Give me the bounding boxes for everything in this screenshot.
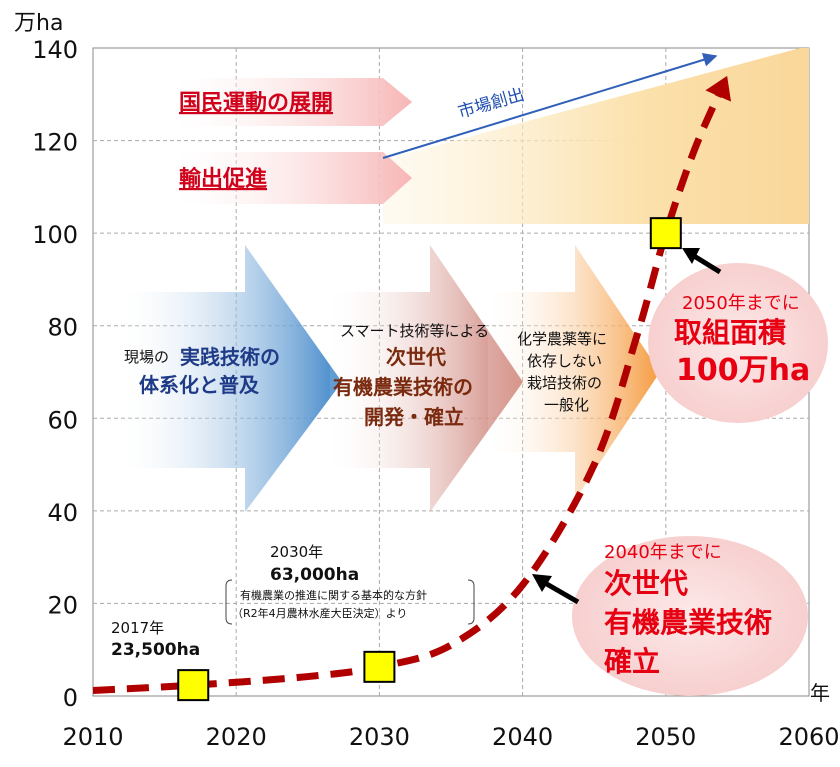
label-2050-title: 取組面積 — [674, 316, 786, 349]
callout-2040-bubble — [572, 536, 808, 696]
y-tick-label: 80 — [47, 314, 78, 342]
label-2050-target: 100万ha — [676, 353, 810, 388]
series-arrowhead — [705, 75, 732, 102]
y-tick-label: 100 — [32, 221, 78, 249]
market-arrow-line — [382, 52, 718, 159]
arrow3-line2: 依存しない — [527, 352, 602, 370]
y-tick-label: 60 — [47, 406, 78, 434]
label-2040-line4: 確立 — [604, 645, 660, 678]
label-2040-line2: 次世代 — [604, 567, 688, 600]
y-tick-label: 0 — [63, 684, 78, 712]
arrow1-highlight2: 体系化と普及 — [139, 373, 260, 397]
pointer-arrow-2050 — [682, 248, 722, 275]
data-marker — [363, 650, 396, 683]
arrow2-highlight3: 開発・確立 — [364, 405, 464, 429]
arrow1-highlight1: 実践技術の — [180, 345, 280, 369]
label-2030-value: 63,000ha — [270, 565, 359, 585]
callout-2050-bubble — [648, 263, 828, 423]
arrow2-highlight1: 次世代 — [386, 345, 446, 369]
arrow1-prefix: 現場の — [124, 348, 169, 366]
label-2030-note2: （R2年4月農林水産大臣決定）より — [232, 606, 407, 620]
label-2030-year: 2030年 — [270, 543, 323, 561]
x-tick-label: 2020 — [206, 723, 267, 751]
label-2040-deadline: 2040年までに — [604, 542, 722, 563]
x-tick-label: 2030 — [349, 723, 410, 751]
phase-arrow-generalize — [488, 245, 660, 500]
x-tick-label: 2010 — [62, 723, 123, 751]
arrow2-prefix: スマート技術等による — [340, 322, 489, 340]
export-arrow — [175, 152, 412, 204]
arrow3-line3: 栽培技術の — [527, 374, 602, 392]
x-tick-label: 2060 — [778, 723, 839, 751]
note-bracket-left — [225, 579, 233, 625]
y-tick-label: 120 — [32, 129, 78, 157]
y-tick-label: 20 — [47, 591, 78, 619]
arrow3-line4: 一般化 — [544, 396, 589, 414]
data-marker — [649, 217, 682, 250]
export-text: 輸出促進 — [179, 166, 267, 192]
x-tick-label: 2040 — [492, 723, 553, 751]
national-movement-arrow — [175, 78, 412, 126]
y-tick-label: 40 — [47, 499, 78, 527]
note-bracket-right — [467, 579, 475, 625]
label-2050-deadline: 2050年までに — [682, 293, 800, 314]
phase-arrow-next-gen — [330, 245, 523, 512]
phase-arrow-practice — [122, 245, 342, 512]
arrow3-line1: 化学農薬等に — [517, 330, 607, 348]
label-2030-note1: 有機農業の推進に関する基本的な方針 — [240, 588, 427, 602]
label-2017-year: 2017年 — [111, 619, 164, 637]
label-2017-value: 23,500ha — [111, 640, 200, 660]
x-unit-label: 年 — [810, 681, 830, 705]
y-unit-label: 万ha — [14, 11, 63, 36]
x-tick-label: 2050 — [635, 723, 696, 751]
markers — [177, 217, 682, 702]
pointer-arrow-2040 — [532, 574, 580, 605]
market-band — [383, 48, 809, 224]
national-movement-text: 国民運動の展開 — [179, 91, 333, 116]
label-2040-line3: 有機農業技術 — [604, 606, 772, 639]
arrow2-highlight2: 有機農業技術の — [333, 375, 473, 399]
data-marker — [177, 669, 210, 702]
y-tick-label: 140 — [32, 36, 78, 64]
